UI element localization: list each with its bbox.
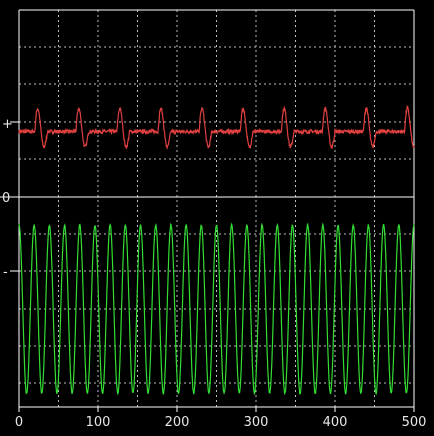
x-tick-label: 100	[86, 415, 111, 430]
axes	[0, 9, 415, 412]
series-line-1	[18, 105, 415, 150]
x-tick-labels: 0 100 200 300 400 500	[15, 415, 427, 430]
y-label-plus: +	[2, 117, 13, 132]
grid-lines	[19, 10, 414, 407]
x-tick-label: 0	[15, 415, 23, 430]
x-tick-label: 500	[402, 415, 427, 430]
x-tick-label: 300	[244, 415, 269, 430]
series-group	[18, 105, 415, 396]
y-label-minus: -	[3, 265, 8, 280]
y-label-zero: 0	[2, 191, 10, 206]
x-tick-label: 200	[165, 415, 190, 430]
series-line-2	[18, 222, 415, 396]
x-tick-label: 400	[323, 415, 348, 430]
